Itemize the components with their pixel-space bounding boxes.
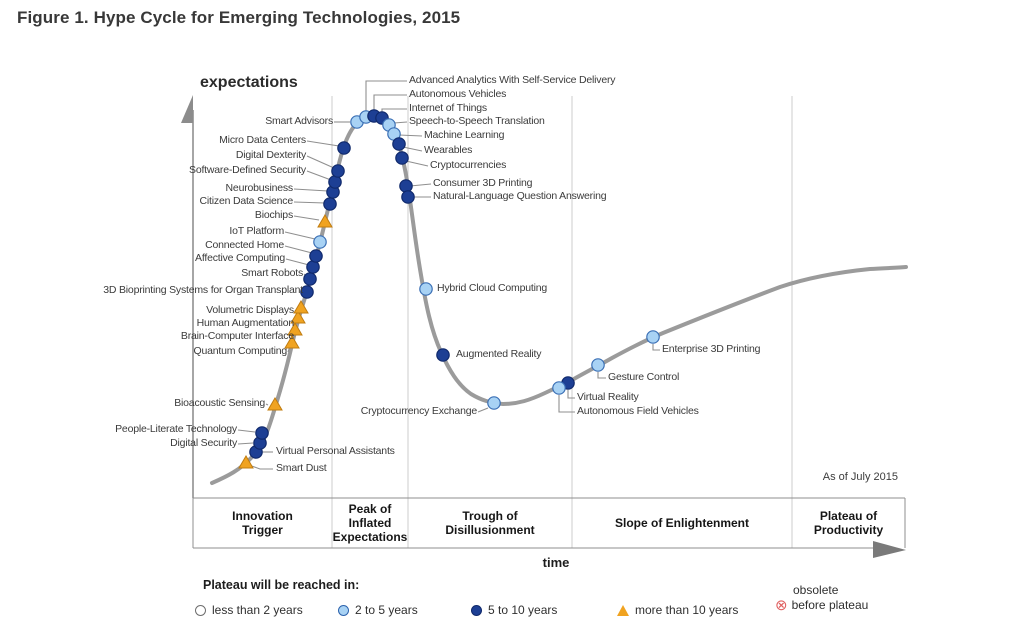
micro-data-centers-marker bbox=[337, 141, 351, 155]
crossed-circle-icon: ⊗ bbox=[775, 596, 788, 614]
x-axis-label: time bbox=[542, 555, 570, 570]
cryptocurrency-exchange-marker bbox=[487, 396, 501, 410]
brain-computer-interface-marker bbox=[287, 322, 303, 336]
human-augmentation-marker bbox=[290, 310, 306, 324]
open-circle-icon bbox=[195, 604, 206, 616]
y-axis-arrow-icon bbox=[181, 95, 193, 123]
smart-dust-leader bbox=[248, 464, 273, 470]
autonomous-vehicles-leader bbox=[373, 94, 407, 110]
bioacoustic-sensing-marker bbox=[267, 397, 283, 411]
hybrid-cloud-computing-marker bbox=[419, 282, 433, 296]
enterprise-3d-printing-marker bbox=[646, 330, 660, 344]
neurobusiness-leader bbox=[293, 188, 329, 192]
legend-label: 5 to 10 years bbox=[488, 603, 558, 617]
autonomous-field-vehicles-leader bbox=[558, 395, 575, 413]
legend-item-obsolete-before-plateau: ⊗ before plateau bbox=[775, 596, 869, 614]
legend-label: 2 to 5 years bbox=[355, 603, 418, 617]
machine-learning-leader bbox=[398, 134, 423, 137]
enterprise-3d-printing-leader bbox=[652, 344, 660, 351]
micro-data-centers-leader bbox=[306, 140, 340, 147]
connected-home-marker bbox=[309, 249, 323, 263]
light-blue-circle-icon bbox=[338, 604, 349, 616]
legend-item-2-to-5-years: 2 to 5 years bbox=[338, 602, 418, 618]
people-literate-technology-leader bbox=[237, 429, 256, 433]
advanced-analytics-leader bbox=[365, 80, 407, 111]
figure-title: Figure 1. Hype Cycle for Emerging Techno… bbox=[17, 8, 461, 27]
consumer-3d-printing-marker bbox=[399, 179, 413, 193]
legend-item-5-to-10-years: 5 to 10 years bbox=[471, 602, 557, 618]
legend-title: Plateau will be reached in: bbox=[203, 578, 360, 592]
affective-computing-leader bbox=[285, 258, 310, 266]
smart-robots-marker bbox=[303, 272, 317, 286]
digital-security-leader bbox=[237, 442, 254, 445]
speech-to-speech-translation-leader bbox=[393, 121, 408, 124]
quantum-computing-marker bbox=[284, 335, 300, 349]
consumer-3d-printing-leader bbox=[409, 183, 432, 187]
people-literate-technology-marker bbox=[255, 426, 269, 440]
augmented-reality-marker bbox=[436, 348, 450, 362]
legend-item-more-than-10-years: more than 10 years bbox=[617, 602, 738, 618]
cryptocurrency-exchange-leader bbox=[477, 407, 489, 413]
bioacoustic-sensing-leader bbox=[265, 403, 269, 406]
smart-dust-marker bbox=[238, 455, 254, 469]
volumetric-displays-marker bbox=[293, 300, 309, 314]
as-of-date: As of July 2015 bbox=[822, 471, 898, 483]
biochips-leader bbox=[293, 215, 320, 221]
legend-item-less-than-2-years: less than 2 years bbox=[195, 602, 303, 618]
gesture-control-marker bbox=[591, 358, 605, 372]
connected-home-leader bbox=[284, 245, 313, 254]
digital-dexterity-marker bbox=[331, 164, 345, 178]
biochips-marker bbox=[317, 214, 333, 228]
natural-language-question-answering-marker bbox=[401, 190, 415, 204]
wearables-marker bbox=[392, 137, 406, 151]
citizen-data-science-marker bbox=[323, 197, 337, 211]
x-axis-arrow-icon bbox=[873, 541, 906, 558]
cryptocurrencies-leader bbox=[405, 160, 429, 167]
y-axis-label: expectations bbox=[200, 74, 298, 91]
legend-obsolete-line1: obsolete bbox=[793, 583, 839, 597]
iot-platform-leader bbox=[284, 231, 316, 240]
dark-blue-circle-icon bbox=[471, 604, 482, 616]
gesture-control-leader bbox=[597, 372, 606, 379]
hype-curve bbox=[210, 112, 908, 485]
legend-label: before plateau bbox=[791, 598, 869, 612]
iot-platform-marker bbox=[313, 235, 327, 249]
3d-bioprinting-systems-marker bbox=[300, 285, 314, 299]
citizen-data-science-leader bbox=[293, 201, 326, 204]
cryptocurrencies-marker bbox=[395, 151, 409, 165]
legend-label: less than 2 years bbox=[212, 603, 303, 617]
digital-dexterity-leader bbox=[306, 155, 335, 169]
wearables-leader bbox=[402, 146, 423, 152]
orange-triangle-icon bbox=[617, 604, 629, 616]
legend-label: more than 10 years bbox=[635, 603, 739, 617]
software-defined-security-leader bbox=[306, 170, 332, 181]
virtual-reality-leader bbox=[567, 390, 575, 399]
autonomous-field-vehicles-marker bbox=[552, 381, 566, 395]
